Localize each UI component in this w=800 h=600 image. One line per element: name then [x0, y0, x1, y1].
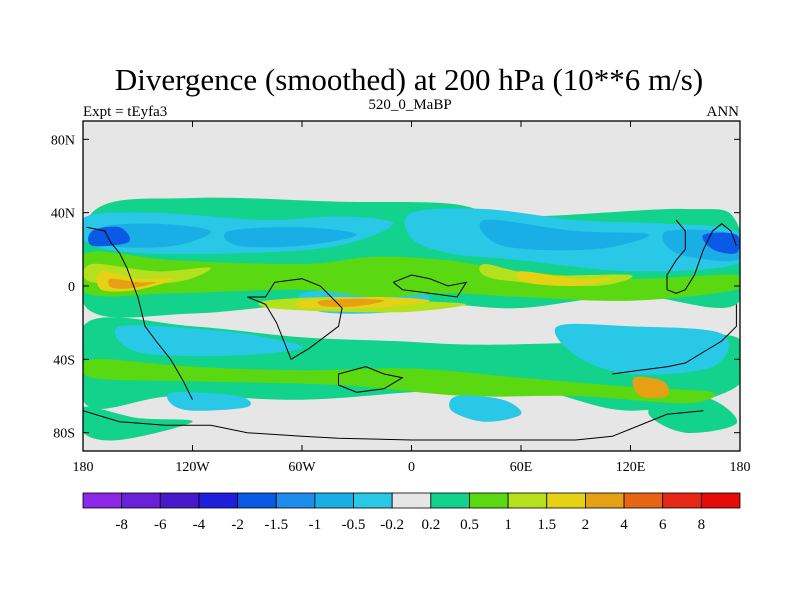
contour-region [223, 227, 357, 248]
colorbar-swatch [314, 492, 354, 509]
colorbar-label: 2 [582, 517, 590, 533]
plot-area [83, 121, 740, 451]
y-tick-label: 40S [53, 353, 75, 368]
colorbar-label: -1.5 [264, 517, 288, 533]
colorbar-label: 1.5 [537, 517, 556, 533]
y-tick-label: 80N [51, 133, 75, 148]
colorbar-swatch [121, 492, 161, 509]
contour-region [83, 251, 740, 301]
coastline [338, 366, 404, 393]
coastline [392, 274, 468, 298]
x-tick-label: 60E [510, 460, 533, 475]
contour-region [88, 226, 131, 247]
coastline [666, 219, 737, 294]
coastline [86, 226, 193, 400]
colorbar-label: -1 [309, 517, 322, 533]
colorbar-swatch [546, 492, 586, 509]
x-tick-label: 120E [616, 460, 646, 475]
colorbar-label: 0.5 [460, 517, 479, 533]
contour-region [702, 232, 740, 254]
coastline [247, 278, 343, 361]
contour-region [554, 323, 729, 375]
x-tick-label: 0 [408, 460, 415, 475]
chart-title: Divergence (smoothed) at 200 hPa (10**6 … [115, 62, 703, 97]
colorbar-swatch [662, 492, 702, 509]
colorbar-label: 4 [620, 517, 628, 533]
contour-region [108, 278, 157, 289]
colorbar-label: -0.5 [342, 517, 366, 533]
contour-region [83, 359, 716, 404]
x-tick-label: 60W [288, 460, 316, 475]
colorbar-swatch [198, 492, 238, 509]
colorbar-label: 0.2 [421, 517, 440, 533]
coastline [83, 410, 704, 441]
colorbar-label: 8 [698, 517, 706, 533]
colorbar-swatch [391, 492, 432, 509]
contour-region [479, 219, 649, 251]
colorbar-swatch [237, 492, 277, 509]
y-tick-label: 80S [53, 427, 75, 442]
y-tick-label: 40N [51, 207, 75, 222]
subtitle-left: Expt = tEyfa3 [83, 104, 167, 120]
coastline [612, 304, 737, 375]
colorbar-swatch [275, 492, 316, 509]
colorbar-swatch [623, 492, 664, 509]
colorbar-label: -6 [154, 517, 167, 533]
colorbar-swatch [507, 492, 548, 509]
colorbar-swatch [159, 492, 200, 509]
x-tick-label: 180 [730, 460, 751, 475]
colorbar-label: -4 [193, 517, 206, 533]
subtitle-center: 520_0_MaBP [368, 97, 451, 113]
contour-region [449, 395, 522, 422]
contour-region [632, 376, 670, 399]
y-tick-label: 0 [68, 280, 75, 295]
contour-region [648, 394, 738, 433]
colorbar-swatch [430, 492, 470, 509]
colorbar-swatch [353, 492, 393, 509]
colorbar-swatch [700, 492, 741, 509]
colorbar-label: 1 [504, 517, 512, 533]
colorbar-label: -8 [115, 517, 128, 533]
colorbar-label: -2 [231, 517, 244, 533]
colorbar-label: -0.2 [380, 517, 404, 533]
x-tick-label: 120W [175, 460, 210, 475]
colorbar-label: 6 [659, 517, 667, 533]
colorbar-swatch [585, 492, 625, 509]
colorbar-swatch [82, 492, 123, 509]
subtitle-right: ANN [707, 104, 740, 120]
colorbar-swatch [469, 492, 509, 509]
contour-region [317, 298, 385, 307]
contour-region [515, 271, 613, 287]
x-tick-label: 180 [73, 460, 94, 475]
contour-region [167, 391, 252, 411]
